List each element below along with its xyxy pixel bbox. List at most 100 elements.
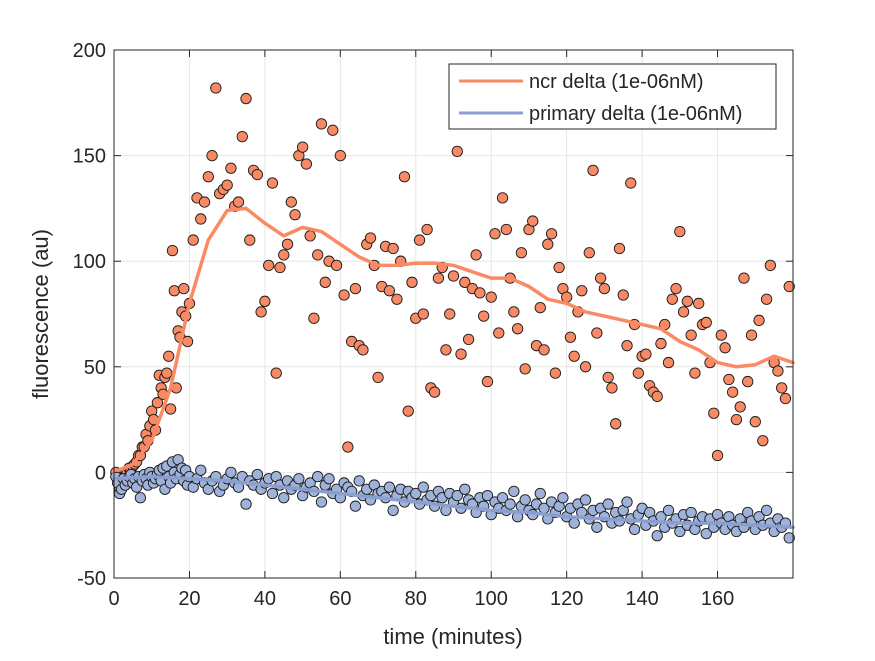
- data-point: [651, 530, 663, 542]
- data-point: [685, 506, 697, 519]
- data-point: [723, 373, 735, 386]
- data-point: [719, 342, 731, 354]
- data-point: [410, 487, 422, 500]
- data-point: [519, 494, 531, 506]
- data-point: [312, 249, 324, 261]
- data-point: [681, 295, 694, 307]
- data-point: [745, 329, 758, 341]
- data-point: [451, 489, 463, 502]
- data-point: [195, 213, 207, 225]
- data-point: [134, 492, 147, 504]
- data-point: [481, 375, 494, 388]
- data-point: [151, 397, 164, 409]
- x-tick-label: 120: [550, 588, 583, 610]
- data-point: [764, 259, 777, 272]
- data-point: [504, 498, 516, 510]
- data-point: [166, 244, 179, 257]
- data-point: [708, 407, 720, 419]
- data-point: [549, 367, 561, 379]
- data-point: [496, 192, 509, 204]
- data-point: [387, 242, 399, 255]
- x-tick-label: 100: [475, 588, 508, 610]
- data-point: [206, 149, 218, 162]
- data-point: [195, 464, 207, 476]
- data-point: [474, 287, 486, 299]
- data-point: [640, 348, 652, 360]
- data-point: [670, 283, 682, 295]
- data-point: [334, 149, 346, 162]
- data-point: [700, 316, 712, 329]
- data-point: [726, 386, 739, 398]
- data-point: [308, 312, 320, 324]
- data-point: [515, 247, 528, 259]
- data-point: [300, 158, 313, 170]
- data-point: [500, 223, 512, 236]
- data-point: [266, 487, 279, 500]
- data-point: [417, 308, 429, 320]
- data-point: [259, 295, 271, 307]
- data-point: [493, 327, 505, 339]
- data-point: [244, 234, 256, 246]
- data-point: [779, 392, 792, 405]
- data-point: [594, 272, 607, 284]
- data-point: [413, 234, 426, 246]
- data-point: [666, 293, 678, 305]
- x-tick-label: 140: [625, 588, 658, 610]
- data-point: [651, 390, 663, 403]
- data-point: [319, 276, 331, 288]
- data-point: [772, 365, 784, 377]
- data-point: [628, 523, 641, 536]
- data-point: [579, 361, 592, 373]
- data-point: [398, 171, 411, 183]
- data-point: [459, 483, 471, 495]
- data-point: [655, 337, 667, 350]
- data-point: [610, 418, 622, 430]
- data-point: [553, 261, 565, 274]
- data-point: [715, 329, 727, 341]
- data-point: [685, 329, 697, 341]
- data-point: [674, 525, 686, 538]
- data-point: [455, 348, 467, 360]
- data-point: [236, 130, 248, 143]
- data-point: [221, 179, 233, 191]
- legend: ncr delta (1e-06nM) primary delta (1e-06…: [448, 63, 777, 130]
- data-point: [496, 492, 509, 504]
- data-point: [470, 249, 482, 261]
- data-point: [240, 498, 252, 510]
- data-point: [568, 350, 580, 362]
- data-point: [621, 496, 633, 508]
- data-point: [417, 481, 429, 493]
- data-point: [266, 177, 279, 189]
- x-tick-label: 0: [108, 588, 119, 610]
- data-point: [489, 228, 501, 240]
- data-point: [168, 285, 181, 297]
- data-point: [364, 232, 377, 244]
- data-point: [293, 473, 305, 485]
- data-point: [451, 145, 463, 158]
- data-point: [274, 261, 286, 274]
- data-point: [602, 498, 614, 510]
- data-point: [251, 168, 263, 181]
- data-point: [270, 367, 282, 379]
- data-point: [357, 344, 369, 356]
- data-point: [163, 350, 175, 362]
- data-point: [625, 177, 637, 189]
- data-point: [447, 270, 460, 282]
- data-point: [632, 367, 644, 379]
- legend-label-ncr: ncr delta (1e-06nM): [529, 71, 704, 93]
- data-point: [693, 297, 705, 310]
- data-point: [240, 92, 252, 105]
- data-point: [564, 331, 577, 343]
- data-point: [674, 225, 686, 238]
- data-point: [598, 283, 611, 295]
- data-point: [315, 118, 328, 130]
- data-point: [296, 141, 309, 153]
- data-point: [485, 291, 497, 303]
- data-point: [730, 413, 743, 426]
- data-point: [327, 124, 339, 136]
- data-point: [263, 259, 275, 272]
- data-point: [391, 293, 403, 305]
- data-point: [181, 335, 194, 348]
- data-point: [557, 492, 569, 504]
- data-point: [542, 238, 554, 250]
